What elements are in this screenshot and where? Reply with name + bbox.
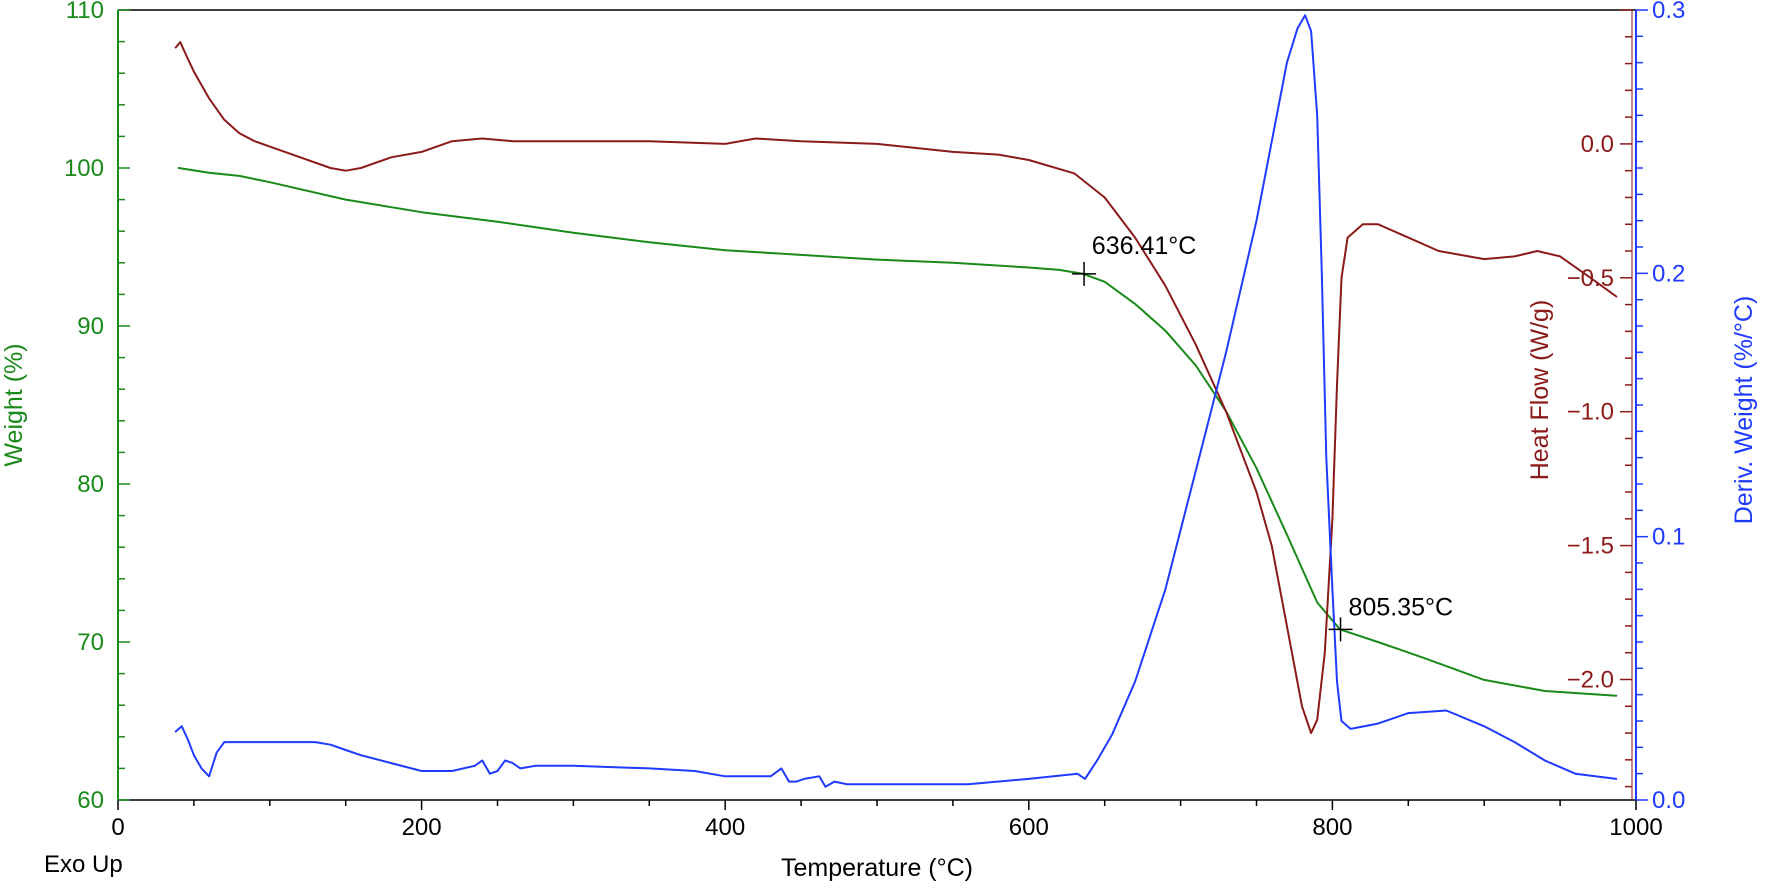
x-axis-title: Temperature (°C) [781, 854, 973, 882]
y-left-tick-label: 90 [77, 313, 104, 340]
x-tick-label: 600 [1009, 814, 1049, 841]
y-heat-tick-label: −1.0 [1567, 399, 1614, 426]
x-tick-label: 1000 [1609, 814, 1662, 841]
series-line-y-heat [174, 41, 1618, 735]
y-heat-axis-title: Heat Flow (W/g) [1526, 300, 1554, 481]
y-left-axis-title: Weight (%) [0, 343, 28, 466]
y-right-tick-label: 0.3 [1652, 0, 1685, 24]
y-heat-tick-label: −2.0 [1567, 666, 1614, 693]
x-tick-label: 200 [402, 814, 442, 841]
y-heat-tick-label: −0.5 [1567, 265, 1614, 292]
y-right-tick-label: 0.1 [1652, 524, 1685, 551]
y-right-tick-label: 0.2 [1652, 260, 1685, 287]
plot-frame [117, 9, 1637, 801]
series-group [174, 14, 1618, 788]
annotations: 636.41°C 805.35°C [1072, 232, 1453, 642]
series-line-y-left [177, 167, 1618, 697]
tick-labels: 0 200 400 600 800 1000 60 70 80 90 100 110 0.0 −0.5 −1… [64, 0, 1685, 841]
y-left-tick-label: 60 [77, 787, 104, 814]
y-right-tick-label: 0.0 [1652, 787, 1685, 814]
y-left-tick-label: 70 [77, 629, 104, 656]
exo-up-label: Exo Up [44, 851, 123, 878]
series-line-y-right [174, 14, 1618, 788]
y-left-tick-label: 110 [66, 0, 104, 24]
annotation-label: 636.41°C [1092, 232, 1197, 260]
y-left-tick-label: 100 [64, 155, 104, 182]
y-left-tick-label: 80 [77, 471, 104, 498]
annotation-label: 805.35°C [1349, 593, 1454, 621]
y-right-axis-title: Deriv. Weight (%/°C) [1730, 296, 1758, 525]
x-tick-label: 400 [705, 814, 745, 841]
axis-ticks [117, 9, 1648, 810]
x-tick-label: 800 [1312, 814, 1352, 841]
y-heat-tick-label: 0.0 [1581, 131, 1614, 158]
x-tick-label: 0 [111, 814, 124, 841]
y-heat-tick-label: −1.5 [1567, 533, 1614, 560]
